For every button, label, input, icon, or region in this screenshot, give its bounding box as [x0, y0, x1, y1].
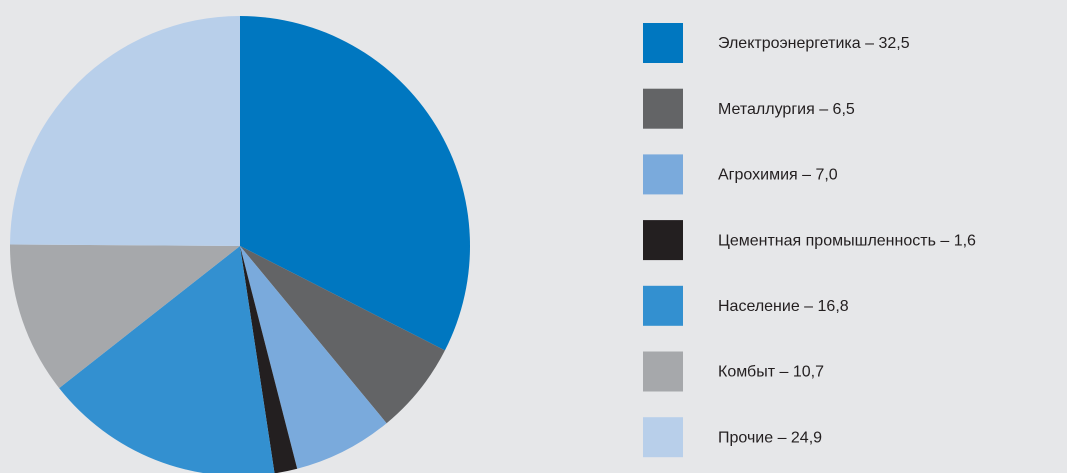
legend-swatch — [643, 220, 683, 261]
legend-label: Прочие – 24,9 — [718, 429, 822, 446]
legend-label: Электроэнергетика – 32,5 — [718, 35, 910, 52]
legend-swatch — [643, 417, 683, 458]
legend-swatch — [643, 285, 683, 326]
legend-swatch — [643, 23, 683, 63]
legend-swatch — [643, 88, 683, 129]
legend-label: Агрохимия – 7,0 — [718, 167, 838, 184]
legend-label: Цементная промышленность – 1,6 — [718, 232, 976, 249]
pie-slice — [10, 16, 240, 246]
legend-label: Металлургия – 6,5 — [718, 101, 855, 118]
legend-swatch — [643, 351, 683, 392]
legend-swatch — [643, 154, 683, 195]
pie-slice — [240, 16, 470, 351]
pie-slice — [240, 246, 387, 469]
pie-slice — [59, 246, 275, 473]
legend-label: Население – 16,8 — [718, 298, 849, 315]
pie-slice — [240, 246, 298, 473]
legend-label: Комбыт – 10,7 — [718, 364, 824, 381]
pie-slice — [240, 246, 445, 424]
pie-slice — [9, 244, 240, 389]
